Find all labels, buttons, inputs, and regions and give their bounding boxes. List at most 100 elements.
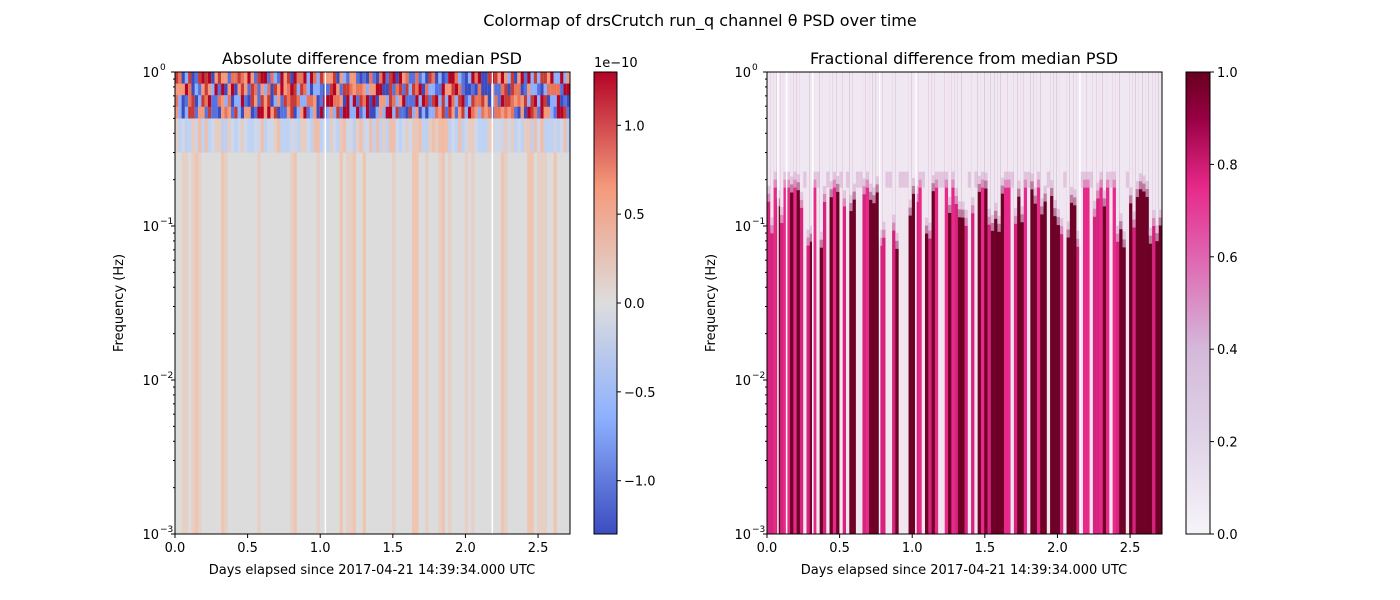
heatmap-cell [533,95,538,108]
heatmap-cell [961,72,965,210]
heatmap-cell [178,95,182,108]
heatmap-cell [300,83,304,96]
heatmap-cell [507,83,512,96]
heatmap-column [783,72,788,534]
heatmap-cell [1020,206,1025,223]
heatmap-cell [967,72,972,180]
heatmap-cell [566,106,571,119]
heatmap-column [898,72,903,534]
heatmap-column [214,72,219,534]
heatmap-cell [408,106,413,119]
heatmap-cell [563,118,568,153]
heatmap-cell [254,118,258,153]
heatmap-cell [194,118,199,153]
heatmap-cell [421,72,426,85]
heatmap-cell [221,72,225,85]
heatmap-cell [444,118,449,153]
heatmap-cell [435,83,439,96]
heatmap-cell [1112,72,1117,180]
heatmap-cell [487,106,492,119]
heatmap-column [263,72,268,534]
heatmap-cell [1023,72,1028,180]
heatmap-column [277,72,281,534]
heatmap-column [467,72,472,534]
heatmap-cell [194,95,199,108]
heatmap-cell [938,171,942,188]
colorbar-tick-label: 0.6 [1217,251,1238,266]
heatmap-column [1007,72,1011,534]
heatmap-column [204,72,209,534]
heatmap-cell [987,72,992,217]
heatmap-cell [862,178,867,195]
heatmap-cell [974,72,978,180]
heatmap-cell [244,95,248,108]
heatmap-cell [283,72,288,85]
heatmap-cell [402,118,406,153]
heatmap-column [408,72,413,534]
heatmap-cell [359,106,363,119]
y-tick-exponent: 0 [160,63,166,73]
heatmap-cell [260,72,265,85]
heatmap-cell [1053,200,1057,217]
heatmap-cell [379,118,383,153]
heatmap-cell [1046,171,1051,188]
heatmap-cell [901,171,906,188]
heatmap-cell [1040,198,1044,215]
heatmap-cell [240,72,245,85]
heatmap-cell [543,118,548,153]
heatmap-column [194,72,199,534]
heatmap-cell [1000,177,1005,194]
panel-fractional-frame [766,71,1163,535]
heatmap-cell [1069,186,1074,203]
heatmap-cell [487,95,492,108]
heatmap-column [987,72,992,534]
heatmap-cell [997,72,1002,224]
heatmap-column [799,72,804,534]
heatmap-column [1083,72,1087,534]
heatmap-cell [1089,171,1094,188]
heatmap-cell [372,72,377,85]
heatmap-cell [803,171,807,188]
heatmap-cell [832,72,837,180]
heatmap-cell [773,72,778,180]
heatmap-column [191,72,196,534]
heatmap-cell [1013,207,1018,224]
heatmap-cell [980,72,985,180]
heatmap-column [405,72,410,534]
heatmap-cell [514,118,518,153]
heatmap-column [198,72,202,534]
heatmap-cell [892,72,896,223]
heatmap-cell [1096,182,1100,199]
heatmap-cell [1102,190,1107,207]
heatmap-cell [244,83,248,96]
heatmap-cell [862,72,867,187]
heatmap-cell [329,95,334,108]
heatmap-cell [898,171,903,188]
heatmap-cell [336,106,340,119]
heatmap-cell [375,95,380,108]
heatmap-column [346,72,350,534]
heatmap-cell [438,118,442,153]
panel-fractional-title: Fractional difference from median PSD [810,49,1118,68]
heatmap-cell [201,106,205,119]
heatmap-column [855,72,860,534]
heatmap-cell [517,95,521,108]
heatmap-cell [816,171,820,188]
heatmap-cell [849,195,853,212]
heatmap-cell [1089,72,1094,180]
heatmap-cell [517,72,521,85]
heatmap-cell [217,118,222,153]
heatmap-cell [198,118,202,153]
heatmap-cell [1122,231,1127,248]
heatmap-cell [1050,179,1054,196]
heatmap-column [1030,72,1034,534]
heatmap-cell [227,106,232,119]
heatmap-column [412,72,416,534]
heatmap-cell [438,83,442,96]
heatmap-column [415,72,419,534]
heatmap-cell [477,83,482,96]
heatmap-column [842,72,847,534]
heatmap-cell [181,95,186,108]
heatmap-cell [349,83,354,96]
heatmap-cell [244,106,248,119]
